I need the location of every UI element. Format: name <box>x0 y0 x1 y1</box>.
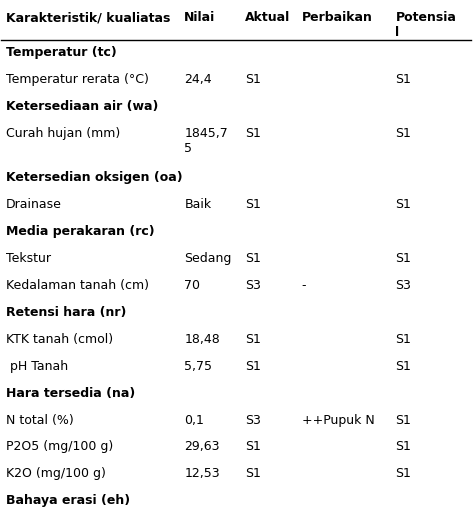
Text: Nilai: Nilai <box>184 11 216 24</box>
Text: 0,1: 0,1 <box>184 413 204 426</box>
Text: S1: S1 <box>395 197 411 211</box>
Text: S1: S1 <box>395 359 411 372</box>
Text: 70: 70 <box>184 278 201 291</box>
Text: S1: S1 <box>246 466 261 479</box>
Text: Kedalaman tanah (cm): Kedalaman tanah (cm) <box>6 278 149 291</box>
Text: pH Tanah: pH Tanah <box>6 359 68 372</box>
Text: S1: S1 <box>246 251 261 264</box>
Text: S1: S1 <box>395 466 411 479</box>
Text: S3: S3 <box>395 278 411 291</box>
Text: KTK tanah (cmol): KTK tanah (cmol) <box>6 332 113 345</box>
Text: S1: S1 <box>246 359 261 372</box>
Text: S1: S1 <box>246 126 261 139</box>
Text: Drainase: Drainase <box>6 197 62 211</box>
Text: S1: S1 <box>246 197 261 211</box>
Text: Temperatur (tc): Temperatur (tc) <box>6 46 117 59</box>
Text: S1: S1 <box>395 440 411 453</box>
Text: S1: S1 <box>246 440 261 453</box>
Text: S3: S3 <box>246 413 261 426</box>
Text: Potensia
l: Potensia l <box>395 11 456 39</box>
Text: Bahaya erasi (eh): Bahaya erasi (eh) <box>6 493 130 506</box>
Text: 18,48: 18,48 <box>184 332 220 345</box>
Text: Ketersedian oksigen (oa): Ketersedian oksigen (oa) <box>6 171 182 184</box>
Text: S1: S1 <box>395 126 411 139</box>
Text: ++Pupuk N: ++Pupuk N <box>301 413 374 426</box>
Text: S3: S3 <box>246 278 261 291</box>
Text: -: - <box>301 278 306 291</box>
Text: Tekstur: Tekstur <box>6 251 51 264</box>
Text: Perbaikan: Perbaikan <box>301 11 373 24</box>
Text: Hara tersedia (na): Hara tersedia (na) <box>6 386 136 399</box>
Text: Sedang: Sedang <box>184 251 232 264</box>
Text: Baik: Baik <box>184 197 211 211</box>
Text: S1: S1 <box>246 73 261 86</box>
Text: Media perakaran (rc): Media perakaran (rc) <box>6 224 155 238</box>
Text: S1: S1 <box>395 332 411 345</box>
Text: 12,53: 12,53 <box>184 466 220 479</box>
Text: Aktual: Aktual <box>246 11 291 24</box>
Text: Karakteristik/ kualiatas: Karakteristik/ kualiatas <box>6 11 171 24</box>
Text: 29,63: 29,63 <box>184 440 220 453</box>
Text: S1: S1 <box>395 413 411 426</box>
Text: Ketersediaan air (wa): Ketersediaan air (wa) <box>6 99 158 112</box>
Text: Temperatur rerata (°C): Temperatur rerata (°C) <box>6 73 149 86</box>
Text: S1: S1 <box>395 73 411 86</box>
Text: Curah hujan (mm): Curah hujan (mm) <box>6 126 120 139</box>
Text: 24,4: 24,4 <box>184 73 212 86</box>
Text: K2O (mg/100 g): K2O (mg/100 g) <box>6 466 106 479</box>
Text: Retensi hara (nr): Retensi hara (nr) <box>6 305 127 318</box>
Text: S1: S1 <box>395 251 411 264</box>
Text: P2O5 (mg/100 g): P2O5 (mg/100 g) <box>6 440 113 453</box>
Text: S1: S1 <box>246 332 261 345</box>
Text: 1845,7
5: 1845,7 5 <box>184 126 228 154</box>
Text: N total (%): N total (%) <box>6 413 74 426</box>
Text: 5,75: 5,75 <box>184 359 212 372</box>
